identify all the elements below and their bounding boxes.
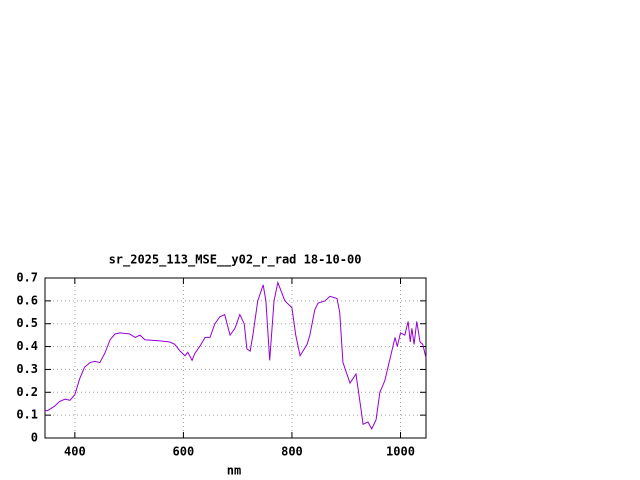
- y-tick-label: 0.5: [16, 316, 38, 330]
- chart-title: sr_2025_113_MSE__y02_r_rad 18-10-00: [109, 253, 362, 268]
- y-tick-label: 0.6: [16, 293, 38, 307]
- y-tick-label: 0.3: [16, 362, 38, 376]
- x-tick-label: 800: [281, 445, 303, 459]
- x-axis-label: nm: [227, 464, 241, 478]
- y-tick-label: 0.7: [16, 271, 38, 285]
- y-tick-label: 0.2: [16, 385, 38, 399]
- x-tick-label: 1000: [386, 445, 415, 459]
- y-tick-label: 0.4: [16, 339, 38, 353]
- x-tick-label: 400: [64, 445, 86, 459]
- y-tick-label: 0: [31, 431, 38, 445]
- x-tick-label: 600: [173, 445, 195, 459]
- y-tick-label: 0.1: [16, 408, 38, 422]
- data-line: [45, 280, 427, 430]
